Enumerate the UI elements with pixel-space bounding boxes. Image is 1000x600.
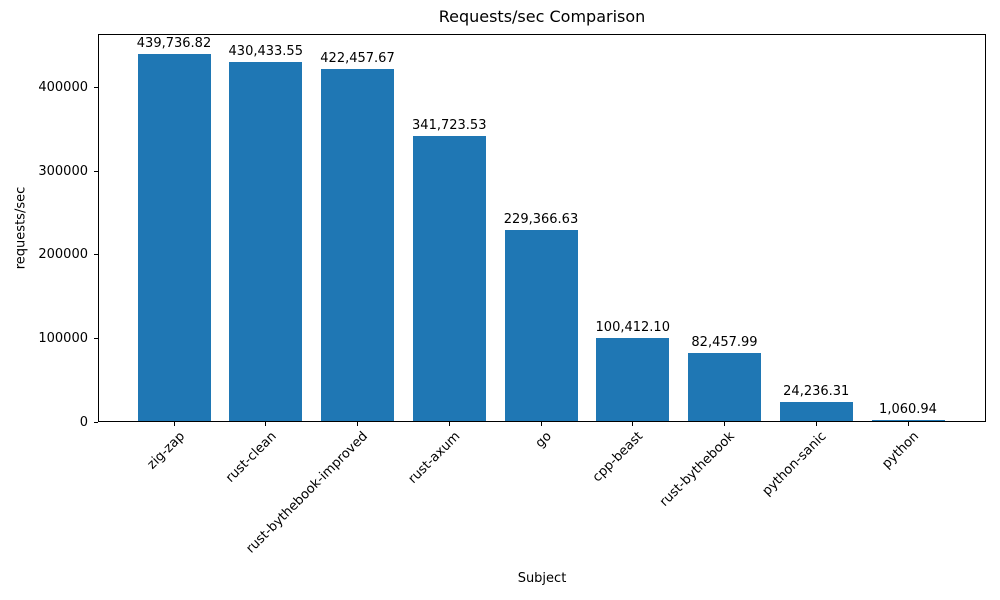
x-tick-label: go bbox=[532, 429, 555, 452]
x-tick-mark bbox=[357, 422, 358, 426]
bar bbox=[688, 353, 761, 421]
bar bbox=[137, 54, 211, 421]
bar bbox=[779, 401, 853, 421]
y-tick-label: 300000 bbox=[38, 163, 88, 179]
x-tick-label: rust-clean bbox=[222, 429, 280, 486]
y-tick-mark bbox=[94, 337, 98, 339]
x-tick-label: zig-zap bbox=[144, 429, 188, 473]
x-tick-mark bbox=[907, 422, 909, 426]
bar-value-label: 100,412.10 bbox=[595, 320, 670, 336]
x-tick-label: python-sanic bbox=[759, 429, 830, 499]
x-tick-mark bbox=[265, 422, 267, 426]
x-tick-mark bbox=[540, 422, 542, 426]
bar bbox=[412, 136, 486, 421]
y-tick-label: 0 bbox=[79, 414, 88, 430]
y-tick-label: 200000 bbox=[38, 247, 88, 263]
y-tick-label: 400000 bbox=[38, 80, 88, 96]
y-tick-label: 100000 bbox=[38, 330, 88, 346]
bar-value-label: 430,433.55 bbox=[228, 44, 303, 60]
y-tick-mark bbox=[94, 170, 98, 172]
x-tick-mark bbox=[632, 422, 634, 426]
y-tick-mark bbox=[94, 421, 98, 423]
bar-value-label: 82,457.99 bbox=[691, 335, 758, 351]
bar bbox=[229, 62, 303, 421]
bar-value-label: 24,236.31 bbox=[783, 383, 850, 399]
x-tick-label: rust-bythebook bbox=[657, 429, 739, 510]
x-tick-label: rust-axum bbox=[405, 429, 463, 487]
bar-value-label: 439,736.82 bbox=[136, 36, 212, 52]
x-tick-label: python bbox=[878, 429, 922, 472]
y-tick-mark bbox=[94, 254, 98, 256]
bar bbox=[321, 68, 394, 421]
bar bbox=[504, 230, 578, 421]
x-tick-mark bbox=[724, 422, 725, 426]
bar-value-label: 1,060.94 bbox=[879, 401, 937, 417]
bar bbox=[596, 338, 670, 421]
bar-value-label: 422,457.67 bbox=[320, 50, 395, 66]
bar bbox=[871, 419, 945, 421]
x-axis-label: Subject bbox=[517, 571, 567, 586]
bar-value-label: 341,723.53 bbox=[412, 118, 487, 134]
x-tick-mark bbox=[448, 422, 450, 426]
x-tick-mark bbox=[815, 422, 817, 426]
y-tick-mark bbox=[94, 87, 98, 89]
bar-value-label: 229,366.63 bbox=[503, 212, 579, 228]
chart-title: Requests/sec Comparison bbox=[438, 7, 646, 26]
x-tick-label: cpp-beast bbox=[590, 429, 647, 486]
x-tick-mark bbox=[173, 422, 175, 426]
